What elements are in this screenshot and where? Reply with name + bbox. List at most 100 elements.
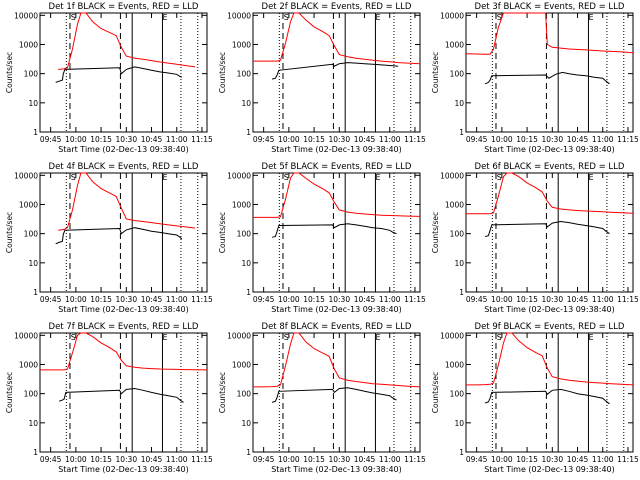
x-tick-label: 10:30: [328, 455, 350, 464]
x-tick-label: 10:45: [354, 295, 376, 304]
x-tick-label: 10:00: [491, 135, 513, 144]
x-axis-label: Start Time (02-Dec-13 09:38:40): [271, 305, 402, 314]
plot-frame: [252, 332, 421, 453]
y-tick-label: 1: [459, 288, 464, 297]
interval-label: E: [588, 333, 593, 342]
y-tick-label: 100: [24, 390, 39, 399]
lld-series-line: [253, 172, 421, 218]
x-tick-label: 09:45: [466, 295, 488, 304]
x-tick-label: 10:15: [516, 135, 538, 144]
x-axis-label: Start Time (02-Dec-13 09:38:40): [271, 465, 402, 474]
y-tick-label: 10: [454, 419, 464, 428]
interval-label: S: [284, 333, 289, 342]
events-series-line: [58, 387, 184, 403]
y-tick-label: 1000: [232, 200, 251, 209]
x-tick-label: 11:00: [166, 295, 188, 304]
y-tick-label: 10000: [14, 331, 38, 340]
x-tick-label: 11:00: [379, 295, 401, 304]
x-tick-label: 10:00: [491, 455, 513, 464]
lld-series-line: [58, 12, 196, 70]
x-tick-label: 11:00: [166, 135, 188, 144]
y-tick-label: 1: [459, 448, 464, 457]
y-tick-label: 1: [33, 288, 38, 297]
y-tick-label: 1000: [232, 40, 251, 49]
x-tick-label: 10:45: [354, 455, 376, 464]
x-tick-label: 10:30: [541, 135, 563, 144]
x-tick-label: 10:45: [354, 135, 376, 144]
x-tick-label: 09:45: [466, 135, 488, 144]
events-series-line: [271, 223, 397, 238]
y-tick-label: 10000: [440, 171, 464, 180]
y-tick-label: 10000: [227, 171, 251, 180]
x-tick-label: 09:45: [40, 295, 62, 304]
detector-panel: 1 10 100 1000 10000 09:45 10:00 10:15 10:30 10:45…: [218, 322, 426, 474]
x-axis-label: Start Time (02-Dec-13 09:38:40): [58, 145, 189, 154]
x-axis-label: Start Time (02-Dec-13 09:38:40): [484, 145, 615, 154]
x-tick-label: 10:30: [115, 295, 137, 304]
x-tick-label: 10:45: [141, 455, 163, 464]
events-series-line: [55, 227, 183, 245]
y-axis-label: Counts/sec: [5, 212, 14, 253]
y-tick-label: 10: [241, 99, 251, 108]
y-tick-label: 10: [241, 419, 251, 428]
y-tick-label: 100: [237, 70, 252, 79]
y-tick-label: 10000: [227, 331, 251, 340]
y-tick-label: 1000: [232, 360, 251, 369]
y-tick-label: 10: [28, 99, 38, 108]
y-tick-label: 100: [24, 230, 39, 239]
events-series-line: [484, 220, 610, 237]
interval-label: S: [497, 173, 502, 182]
x-axis-label: Start Time (02-Dec-13 09:38:40): [58, 465, 189, 474]
x-tick-label: 10:30: [115, 135, 137, 144]
x-tick-label: 09:45: [40, 455, 62, 464]
interval-label: E: [375, 173, 380, 182]
plot-frame: [465, 12, 634, 133]
x-tick-label: 10:30: [541, 295, 563, 304]
y-tick-label: 100: [450, 230, 465, 239]
x-tick-label: 11:00: [379, 135, 401, 144]
y-axis-label: Counts/sec: [5, 52, 14, 93]
interval-label: E: [162, 13, 167, 22]
panel-title: Det 2f BLACK = Events, RED = LLD: [262, 2, 412, 12]
x-tick-label: 10:00: [278, 135, 300, 144]
lld-series-line: [58, 172, 196, 231]
y-tick-label: 10000: [14, 11, 38, 20]
lld-series-line: [465, 12, 634, 55]
x-tick-label: 10:45: [567, 135, 589, 144]
x-tick-label: 10:15: [303, 295, 325, 304]
panel-title: Det 6f BLACK = Events, RED = LLD: [475, 162, 625, 172]
x-tick-label: 10:30: [328, 295, 350, 304]
x-tick-label: 10:00: [278, 295, 300, 304]
interval-label: S: [71, 333, 76, 342]
y-tick-label: 1: [459, 128, 464, 137]
y-tick-label: 1000: [19, 360, 38, 369]
plot-frame: [39, 12, 208, 133]
y-tick-label: 1000: [445, 200, 464, 209]
y-tick-label: 1: [246, 128, 251, 137]
y-tick-label: 1000: [445, 40, 464, 49]
lld-series-line: [253, 12, 421, 65]
y-tick-label: 100: [237, 230, 252, 239]
interval-label: S: [284, 173, 289, 182]
x-tick-label: 11:15: [617, 295, 639, 304]
y-tick-label: 10000: [440, 331, 464, 340]
y-axis-label: Counts/sec: [218, 372, 227, 413]
x-tick-label: 10:00: [65, 295, 87, 304]
x-tick-label: 09:45: [466, 455, 488, 464]
x-tick-label: 10:30: [115, 455, 137, 464]
events-series-line: [484, 71, 610, 85]
events-series-line: [271, 387, 397, 403]
x-tick-label: 10:45: [141, 135, 163, 144]
detector-panel: 1 10 100 1000 10000 09:45 10:00 10:15 10:30 10:45…: [431, 162, 639, 314]
y-tick-label: 100: [450, 70, 465, 79]
x-tick-label: 10:15: [90, 295, 112, 304]
x-tick-label: 10:15: [90, 455, 112, 464]
plot-frame: [252, 12, 421, 133]
x-tick-label: 11:15: [191, 135, 213, 144]
events-series-line: [484, 388, 610, 405]
y-tick-label: 1: [246, 288, 251, 297]
x-tick-label: 09:45: [40, 135, 62, 144]
x-tick-label: 11:15: [191, 295, 213, 304]
detector-panel: 1 10 100 1000 10000 09:45 10:00 10:15 10:30 10:45…: [431, 2, 639, 154]
